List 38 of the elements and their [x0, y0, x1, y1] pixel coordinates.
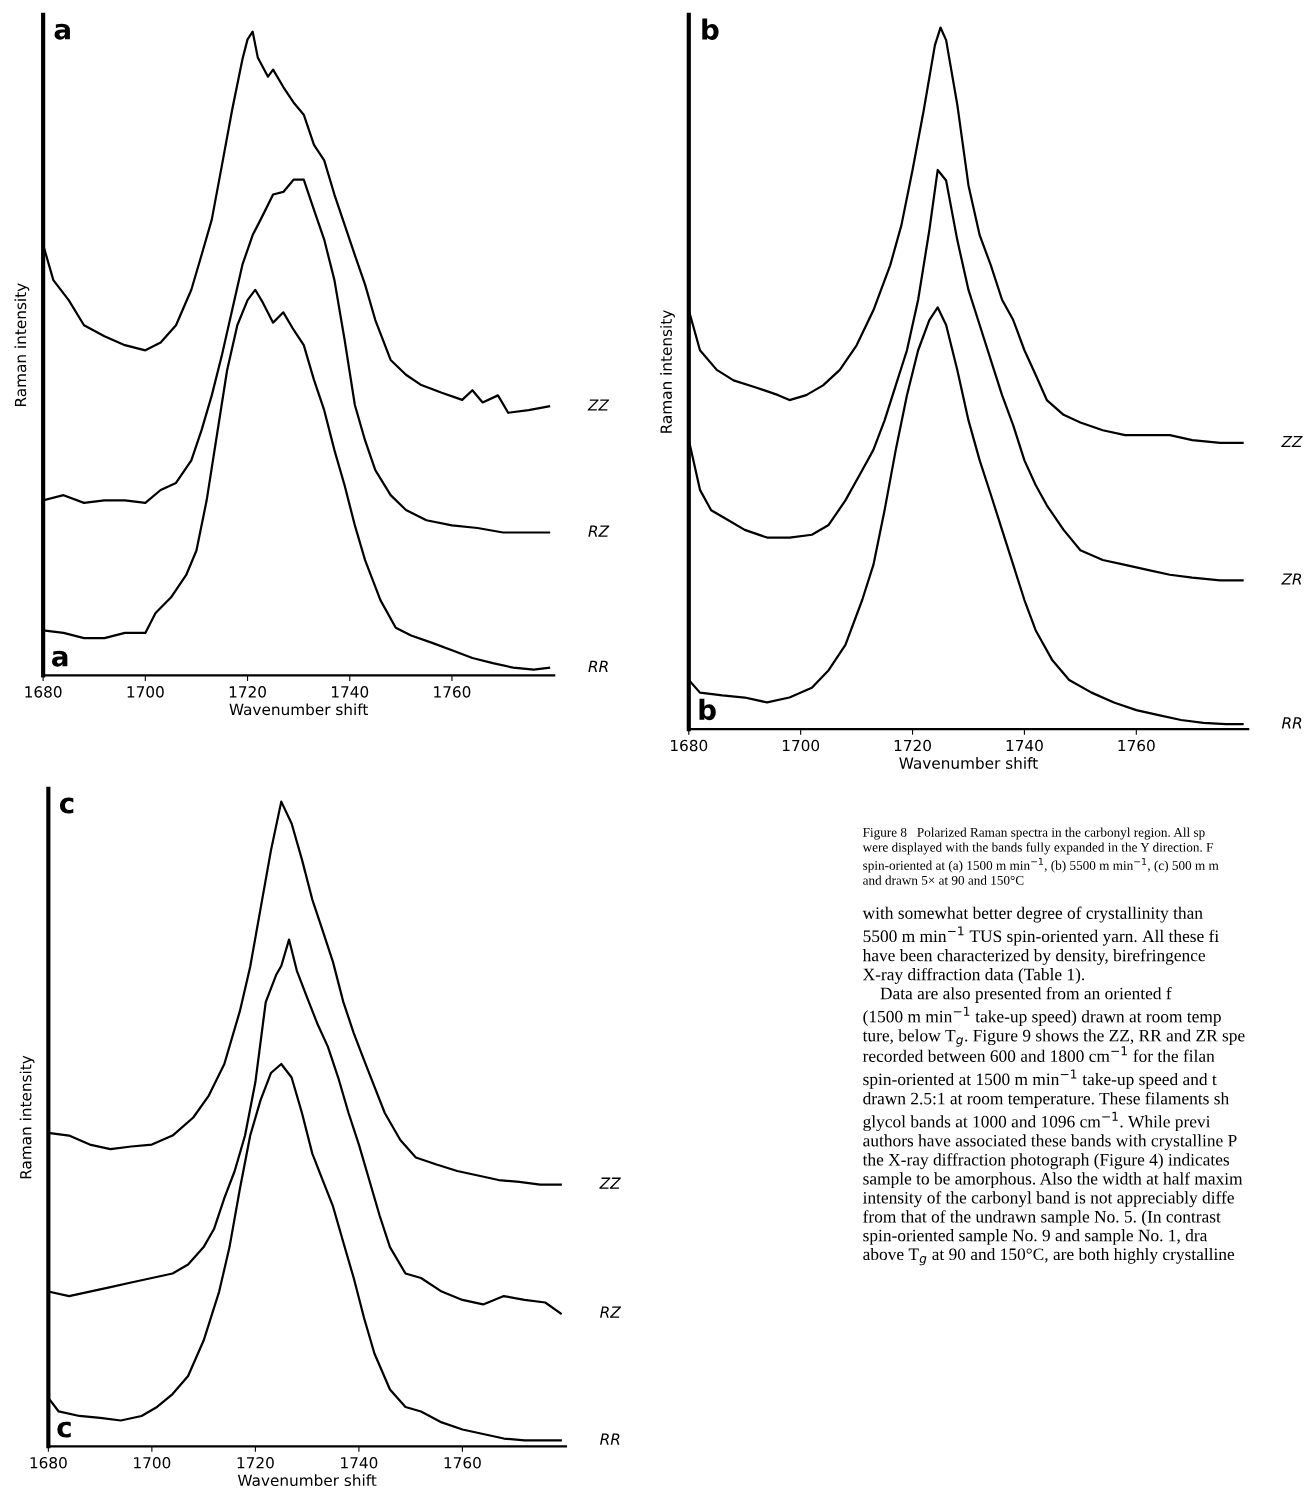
- x-tick-label: 1700: [134, 1456, 171, 1469]
- annotation: b: [699, 698, 716, 721]
- chart-title: b: [702, 18, 719, 40]
- y-axis-title: Raman intensity: [14, 283, 30, 406]
- y-axis-title: Raman intensity: [19, 1055, 35, 1179]
- x-tick-label: 1740: [341, 1456, 378, 1469]
- x-tick-label: 1760: [434, 686, 471, 698]
- x-axis-title: Wavenumber shift: [229, 703, 368, 716]
- text: RZ: [600, 1306, 621, 1318]
- y-axis-title: Raman intensity: [660, 310, 675, 433]
- x-tick-label: 1760: [444, 1456, 481, 1469]
- text: with somewhat better degree of crystallinity than 5500 m min$^{−1}$ TUS spin-oriented yarn. All these fi have been characterized by density, birefringence X-ray diffraction data (Table 1). Data are also presented from an oriented f (1500 m min$^{−1}$ take-up speed) drawn at room temp ture, below T$_{g}$. Figure 9 shows the ZZ, RR and ZR spe recorded between 600 and 1800 cm$^{−1}$ for the filan spin-oriented at 1500 m min$^{−1}$ take-up speed and t drawn 2.5:1 at room temperature. These filaments sh glycol bands at 1000 and 1096 cm$^{−1}$. While previ authors have associated these bands with crystalline P the X-ray diffraction photograph (Figure 4) indicates sample to be amorphous. Also the width at half maxim intensity of the carbonyl band is not appreciably diffe from that of the undrawn sample No. 5. (In contrast spin-oriented sample No. 9 and sample No. 1, dra above T$_{g}$ at 90 and 150°C, are both highly crystalline: [862, 906, 1245, 1266]
- x-tick-label: 1680: [671, 739, 708, 752]
- x-tick-label: 1700: [782, 739, 820, 752]
- annotation: a: [51, 650, 68, 667]
- annotation: c: [57, 1421, 71, 1438]
- x-axis-title: Wavenumber shift: [237, 1474, 377, 1487]
- chart-title: c: [59, 797, 74, 814]
- x-tick-label: 1740: [1006, 739, 1043, 752]
- x-tick-label: 1720: [237, 1456, 274, 1469]
- text: RR: [1281, 717, 1302, 729]
- text: RR: [588, 660, 608, 672]
- x-tick-label: 1740: [331, 686, 369, 698]
- x-axis-title: Wavenumber shift: [899, 757, 1038, 769]
- text: ZZ: [599, 1177, 621, 1189]
- x-tick-label: 1720: [229, 686, 266, 698]
- x-tick-label: 1680: [25, 686, 62, 698]
- text: RZ: [588, 525, 610, 537]
- text: ZZ: [587, 399, 610, 411]
- text: ZZ: [1281, 435, 1303, 448]
- text: ZR: [1281, 573, 1302, 585]
- text: Figure 8 Polarized Raman spectra in the carbonyl region. All sp were displayed with the bands fully expanded in the Y direction. F spin-oriented at (a) 1500 m min$^{−1}$, (b) 5500 m min$^{−1}$, (c) 500 m m and drawn 5× at 90 and 150°C: [862, 827, 1219, 885]
- chart-title: a: [54, 23, 70, 40]
- text: RR: [600, 1433, 620, 1445]
- x-tick-label: 1700: [127, 686, 164, 698]
- x-tick-label: 1760: [1118, 739, 1155, 752]
- x-tick-label: 1680: [30, 1456, 67, 1469]
- x-tick-label: 1720: [894, 739, 931, 752]
